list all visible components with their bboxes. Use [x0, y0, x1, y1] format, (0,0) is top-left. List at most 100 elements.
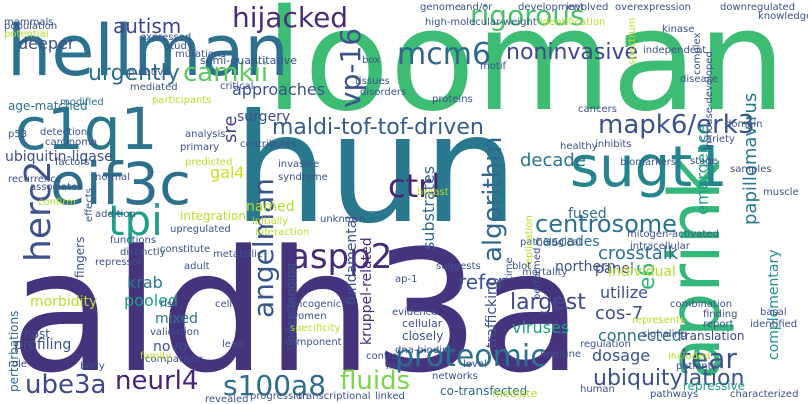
- cloud-word: downregulated: [720, 2, 796, 13]
- cloud-word: addition: [95, 209, 136, 220]
- cloud-word: linked: [375, 391, 405, 402]
- cloud-word: combination: [670, 299, 733, 310]
- cloud-word: blot: [512, 261, 532, 272]
- cloud-word: mediated: [130, 82, 178, 93]
- cloud-word: control: [366, 351, 401, 362]
- cloud-word: mitogen-activated: [627, 229, 719, 240]
- cloud-word: critical: [220, 81, 254, 92]
- cloud-word: p53: [8, 129, 28, 140]
- cloud-word: stage: [690, 156, 718, 167]
- cloud-word: mortality: [522, 267, 568, 278]
- cloud-word: muscle: [763, 187, 799, 198]
- cloud-word: and/or: [460, 2, 493, 13]
- cloud-word: connected: [598, 326, 682, 345]
- cloud-word: revealed: [205, 394, 249, 404]
- cloud-word: women: [290, 311, 327, 322]
- cloud-word: time: [504, 257, 515, 280]
- cloud-word: inhibits: [595, 139, 632, 150]
- cloud-word: knowledge: [758, 11, 808, 22]
- cloud-word: kruppel-related: [359, 237, 375, 345]
- cloud-word: characterized: [730, 389, 799, 400]
- cloud-word: disease: [680, 74, 718, 85]
- cloud-word: mixed: [155, 311, 198, 327]
- cloud-word: analysis: [185, 129, 226, 140]
- cloud-word: cancers: [578, 104, 617, 115]
- cloud-word: ubiquitylation: [593, 366, 745, 391]
- cloud-word: co-transfected: [440, 384, 528, 398]
- cloud-word: neurl4: [115, 366, 199, 396]
- cloud-word: ube3a: [25, 370, 107, 400]
- cloud-word: surgery: [237, 109, 291, 125]
- cloud-word: mediate: [492, 387, 538, 400]
- cloud-word: report: [703, 319, 734, 330]
- cloud-word: component: [285, 337, 342, 348]
- cloud-word: repressive: [683, 379, 746, 393]
- cloud-word: deeper: [18, 34, 75, 53]
- cloud-word: looman: [265, 0, 787, 143]
- cloud-word: finding: [703, 309, 738, 320]
- cloud-word: disorders: [360, 87, 407, 98]
- cloud-word: semi-quantitative: [200, 54, 297, 67]
- cloud-word: confirm: [38, 197, 76, 208]
- cloud-word: panel: [595, 261, 634, 277]
- cloud-word: urgently: [88, 61, 180, 86]
- cloud-word: potential: [4, 29, 49, 40]
- cloud-word: hun: [233, 83, 519, 257]
- cloud-word: spectrum: [627, 17, 638, 65]
- cloud-word: putative: [128, 67, 170, 78]
- cloud-word: study: [165, 41, 193, 52]
- cloud-word: dna-binding: [395, 345, 455, 356]
- cloud-word: body: [80, 361, 105, 372]
- cloud-word: variety: [700, 134, 735, 145]
- cloud-word: initially: [252, 216, 289, 227]
- cloud-word: utilize: [600, 283, 648, 302]
- cloud-word: translation: [680, 329, 745, 343]
- cloud-word: represents: [632, 315, 686, 326]
- cloud-word: northern: [555, 259, 616, 275]
- cloud-word: mapk6/erk3: [598, 110, 755, 140]
- cloud-word: gal4: [210, 163, 245, 182]
- cloud-word: fused: [568, 206, 607, 222]
- cloud-word: participants: [152, 95, 212, 106]
- cloud-word: proteins: [432, 94, 473, 105]
- cloud-word: comparison: [145, 354, 204, 365]
- cloud-word: krab: [127, 273, 163, 292]
- cloud-word: crosstalk: [598, 243, 679, 264]
- cloud-word: integration: [180, 209, 246, 223]
- cloud-word: aspp2: [289, 237, 393, 277]
- cloud-word: closely: [402, 329, 444, 343]
- cloud-word: role: [8, 359, 27, 370]
- cloud-word: adult: [184, 261, 210, 272]
- cloud-word: cascades: [535, 234, 600, 250]
- cloud-word: ctrl: [388, 167, 441, 205]
- cloud-word: risk: [160, 299, 178, 310]
- cloud-word: kinase: [662, 24, 695, 35]
- cloud-word: contributes: [240, 139, 297, 150]
- cloud-word: mapk: [386, 361, 415, 372]
- cloud-word: basal: [760, 307, 787, 318]
- cloud-word: aldh3a: [10, 214, 583, 404]
- cloud-word: carcinoma: [45, 137, 98, 148]
- cloud-word: population: [4, 21, 58, 32]
- cloud-word: breast: [417, 187, 449, 198]
- cloud-word: healthy: [560, 141, 598, 152]
- cloud-word: dosage: [592, 346, 651, 365]
- cloud-word: profiling: [14, 337, 72, 353]
- cloud-word: distinctly: [120, 247, 166, 258]
- cloud-word: oncogenic: [290, 299, 342, 310]
- cloud-word: primary: [180, 142, 220, 153]
- cloud-word: tpi: [108, 196, 163, 245]
- cloud-word: s100a8: [223, 369, 327, 402]
- cloud-word: autism: [113, 14, 182, 38]
- cloud-word: normal: [95, 172, 131, 183]
- cloud-word: associates: [30, 182, 83, 193]
- cloud-word: transcriptional: [298, 391, 371, 402]
- cloud-word: upregulated: [170, 224, 231, 235]
- cloud-word: interaction: [255, 227, 310, 238]
- cloud-word: overexpression: [615, 2, 692, 13]
- cloud-word: largest: [510, 290, 586, 315]
- cloud-word: viruses: [512, 318, 570, 337]
- cloud-word: fluids: [340, 366, 411, 396]
- cloud-word: unknown: [320, 214, 366, 225]
- cloud-word: repressor: [95, 257, 143, 268]
